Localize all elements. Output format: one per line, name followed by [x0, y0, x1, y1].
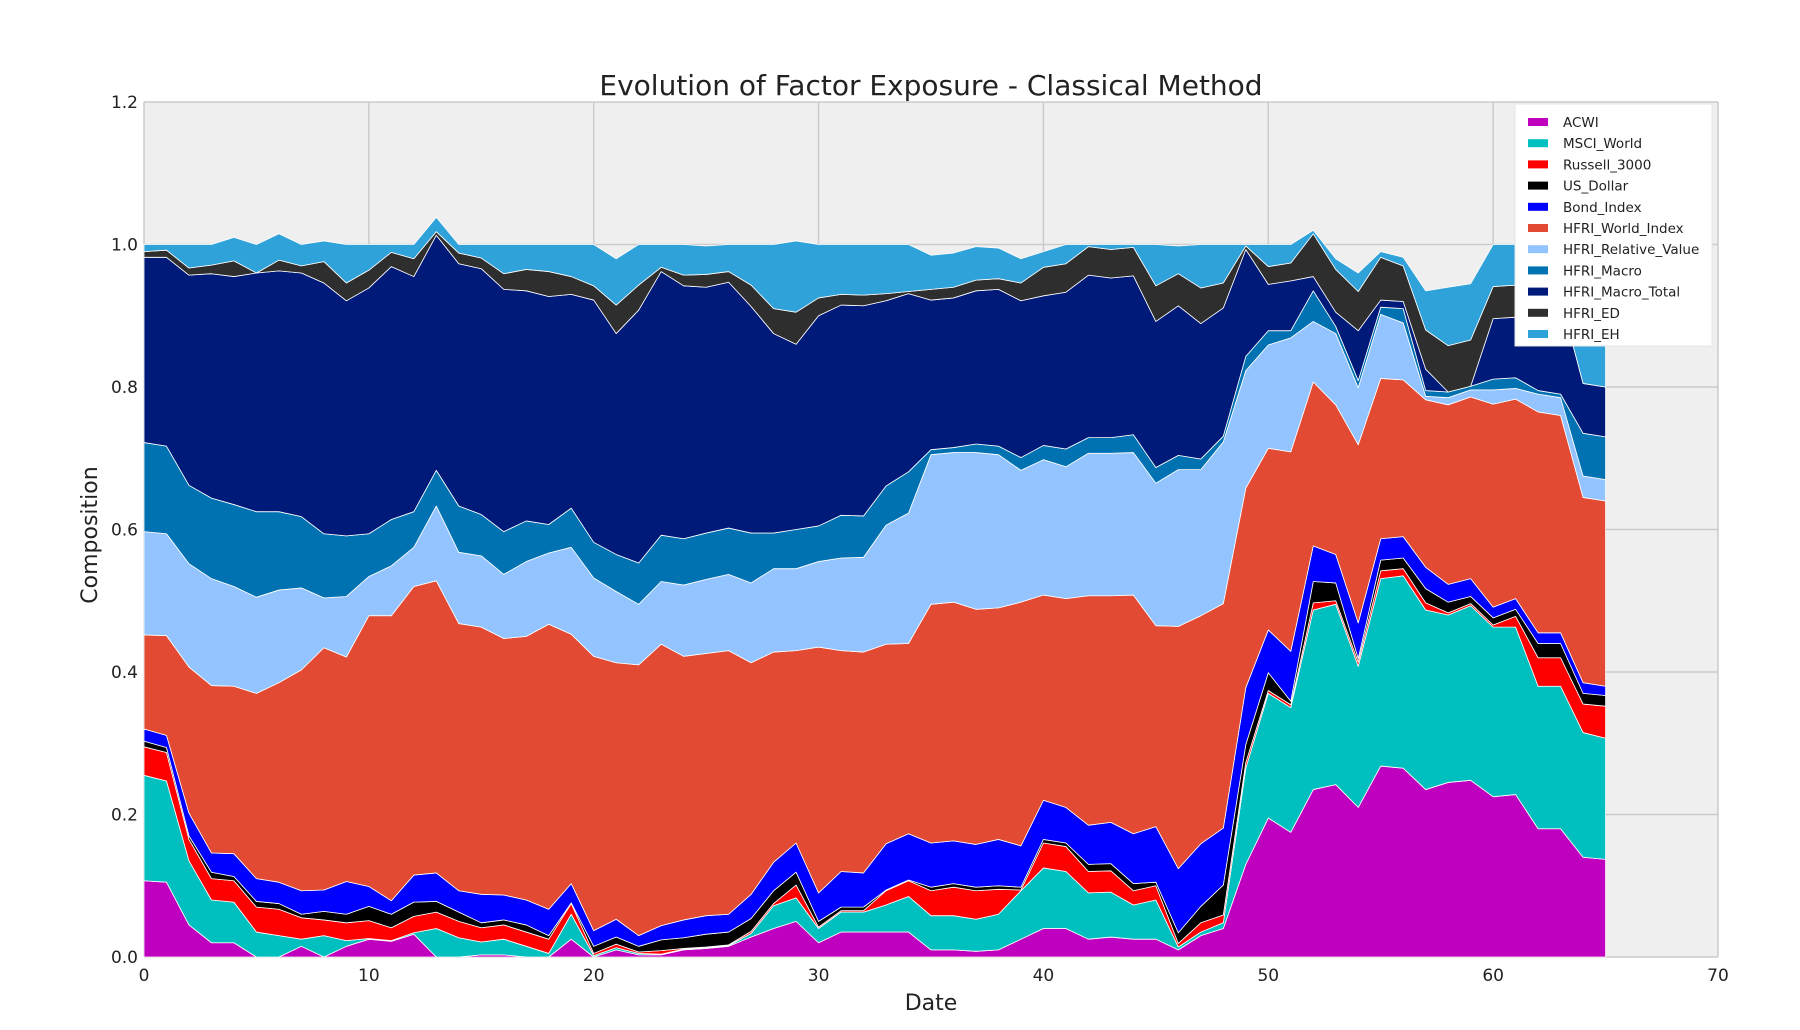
stacked-areas [143, 217, 1606, 958]
legend: ACWI MSCI_World Russell_3000 US_Dollar Bond_… [1514, 103, 1713, 347]
x-axis-label: Date [905, 991, 958, 1016]
y-tick-label: 0.2 [111, 806, 138, 826]
legend-swatch-hfri-eh [1528, 330, 1548, 338]
y-tick-label: 0.4 [111, 663, 138, 683]
legend-label-hfri-relative-value: HFRI_Relative_Value [1563, 242, 1699, 258]
legend-label-hfri-macro-total: HFRI_Macro_Total [1563, 285, 1680, 301]
chart-title: Evolution of Factor Exposure - Classical… [599, 69, 1262, 102]
y-tick-label: 0.0 [111, 948, 138, 968]
legend-label-hfri-eh: HFRI_EH [1563, 327, 1620, 343]
area-hfri-eh [143, 217, 1606, 388]
x-tick-label: 30 [808, 966, 830, 986]
legend-swatch-hfri-world-index [1528, 224, 1548, 232]
y-axis-label: Composition [78, 466, 103, 603]
legend-swatch-hfri-relative-value [1528, 245, 1548, 254]
x-tick-label: 40 [1033, 966, 1055, 986]
legend-swatch-russell-3000 [1528, 160, 1548, 169]
y-tick-label: 1.2 [111, 93, 138, 113]
x-tick-label: 10 [358, 966, 380, 986]
x-tick-label: 20 [583, 966, 605, 986]
legend-label-acwi: ACWI [1563, 115, 1599, 131]
y-tick-label: 0.8 [111, 378, 138, 398]
legend-swatch-bond-index [1528, 202, 1548, 211]
legend-swatch-acwi [1528, 118, 1548, 126]
legend-label-hfri-macro: HFRI_Macro [1563, 263, 1642, 279]
legend-label-hfri-ed: HFRI_ED [1563, 306, 1620, 322]
legend-label-msci-world: MSCI_World [1563, 136, 1642, 152]
y-tick-label: 1.0 [111, 236, 138, 256]
legend-swatch-msci-world [1528, 139, 1548, 148]
x-tick-label: 0 [139, 966, 150, 986]
legend-swatch-hfri-ed [1528, 308, 1548, 317]
legend-swatch-hfri-macro-total [1528, 287, 1548, 296]
legend-label-russell-3000: Russell_3000 [1563, 157, 1651, 173]
legend-label-bond-index: Bond_Index [1563, 200, 1642, 216]
legend-label-hfri-world-index: HFRI_World_Index [1563, 221, 1684, 237]
x-tick-label: 60 [1482, 966, 1504, 986]
y-tick-label: 0.6 [111, 521, 138, 541]
legend-swatch-us-dollar [1528, 181, 1548, 190]
legend-label-us-dollar: US_Dollar [1563, 179, 1629, 195]
axis-ticks: 0 10 20 30 40 50 60 70 0.0 0.2 0.4 0.6 0.8 1.0 1.2 [111, 93, 1729, 986]
legend-swatch-hfri-macro [1528, 266, 1548, 275]
x-tick-label: 70 [1707, 966, 1729, 986]
x-tick-label: 50 [1257, 966, 1279, 986]
